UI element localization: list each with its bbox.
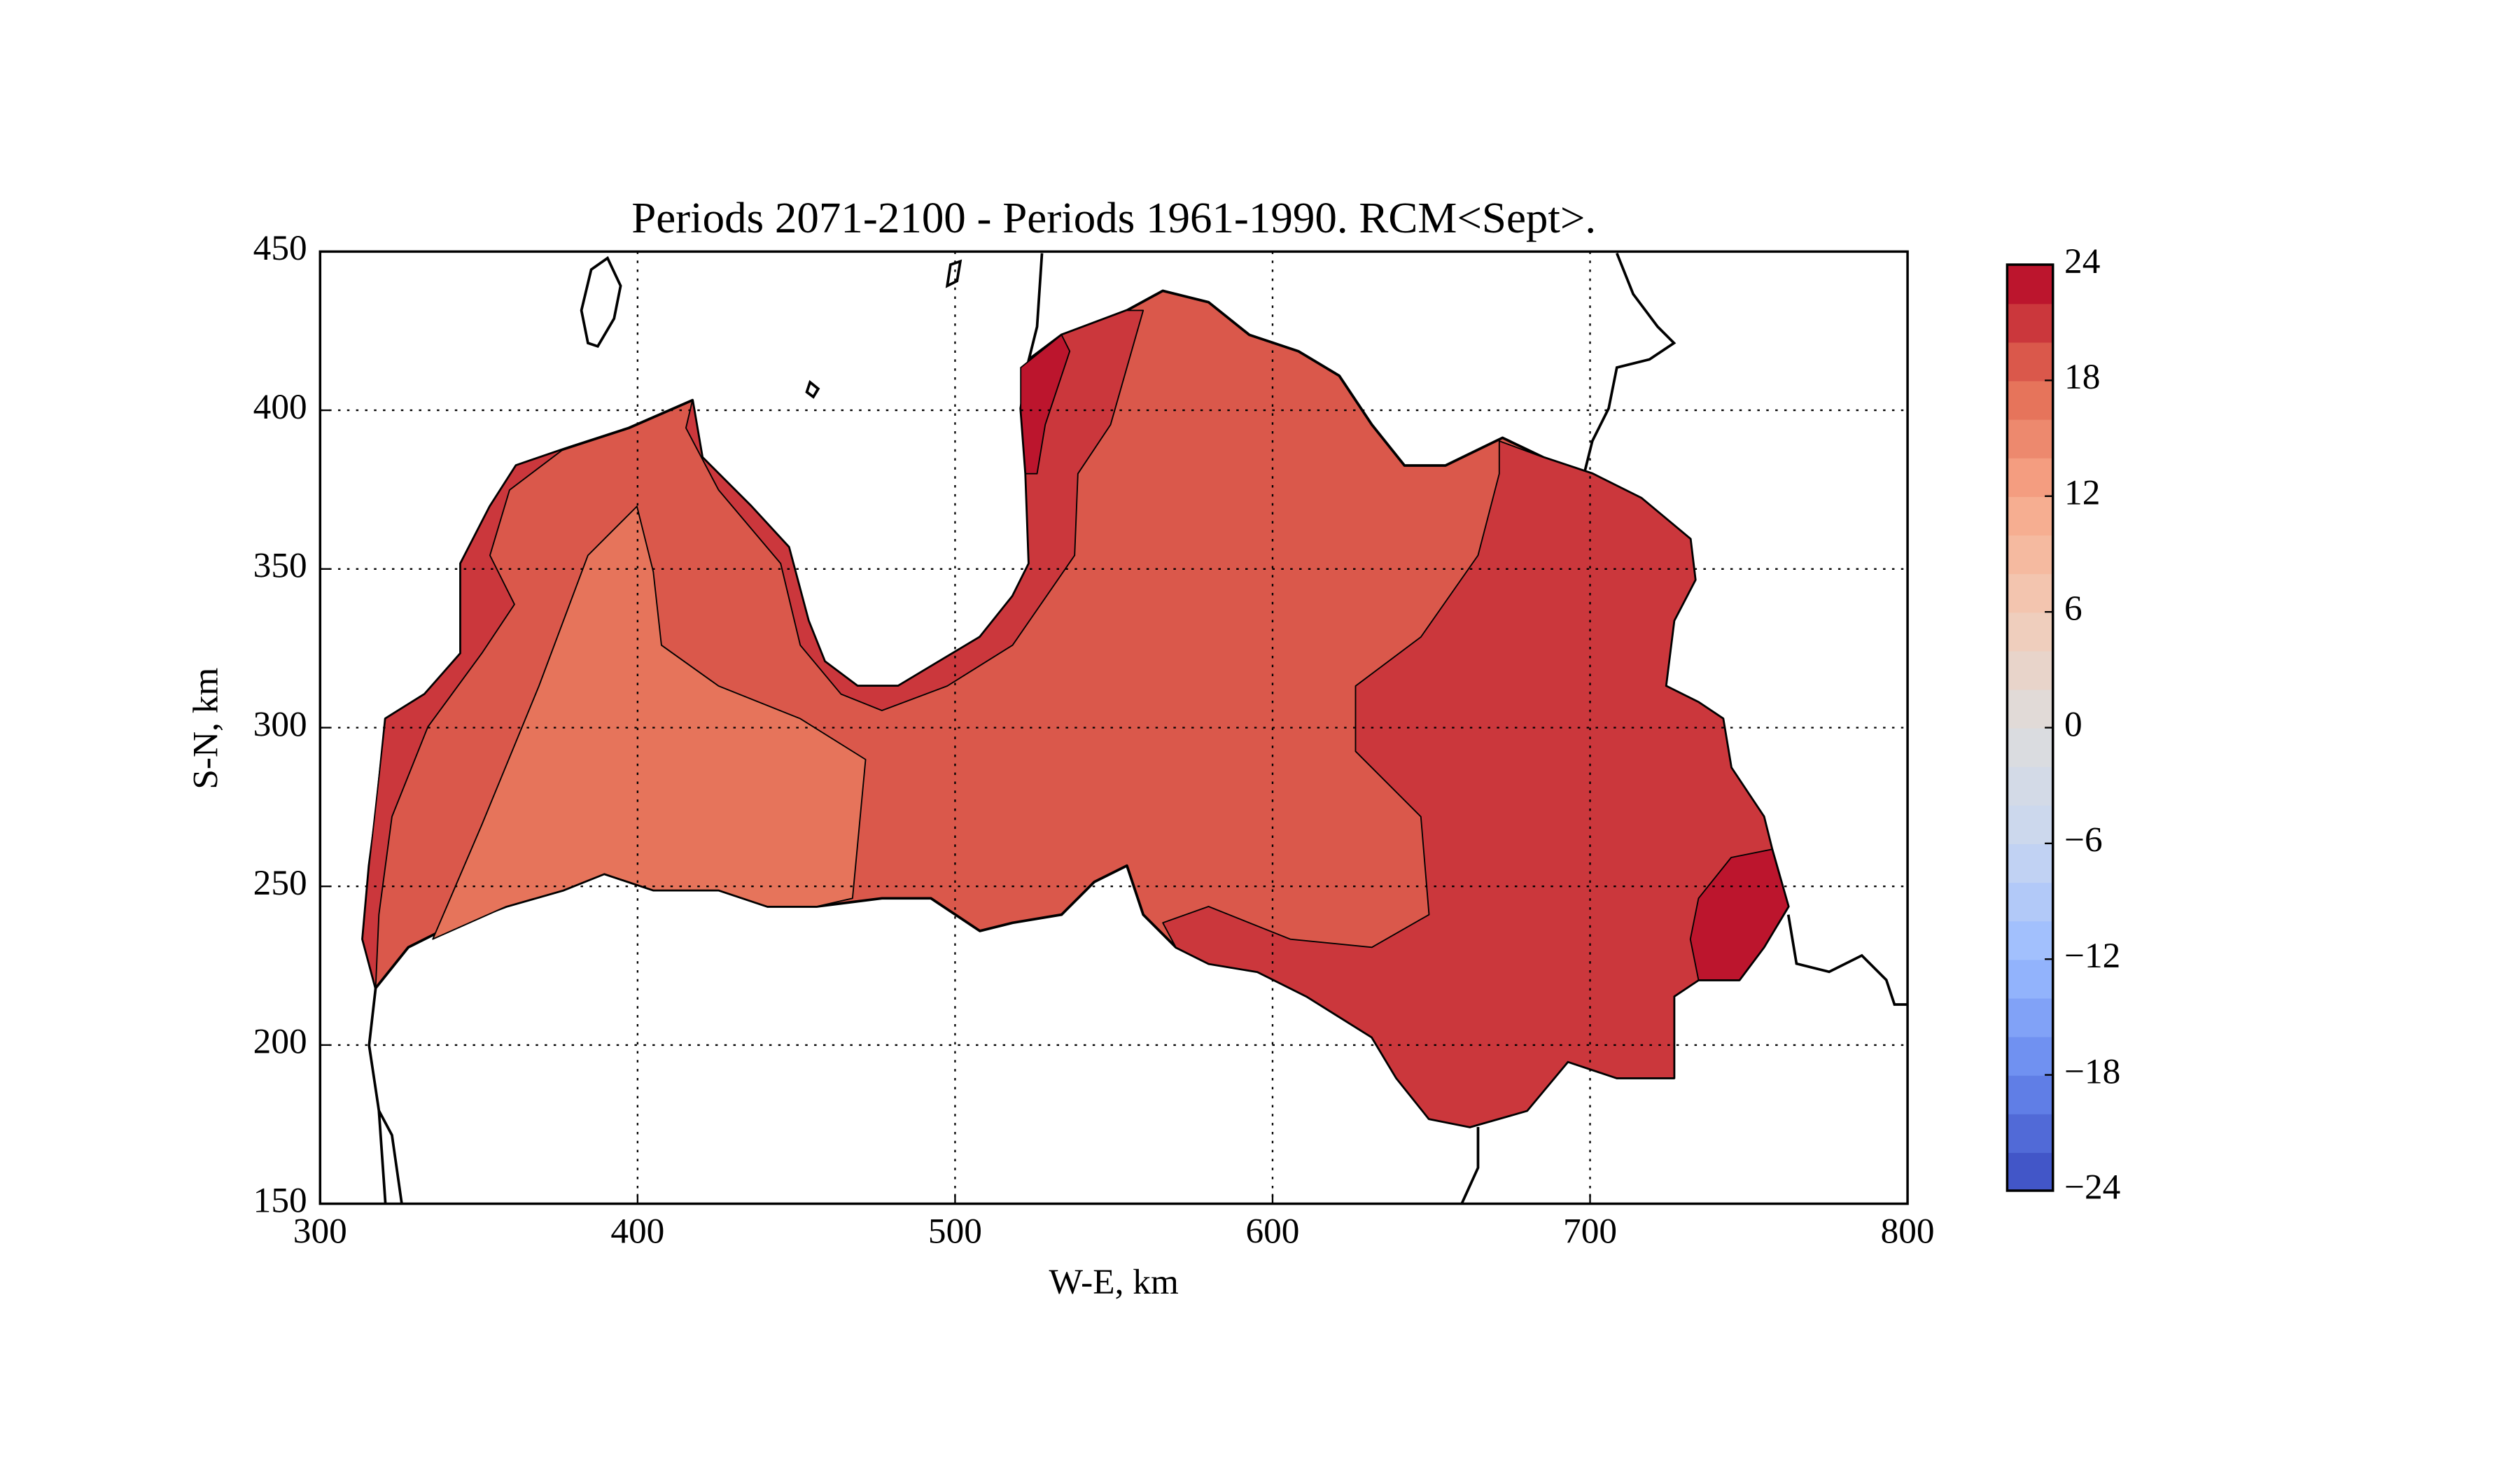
island: [580, 255, 622, 348]
colorbar-band: [2007, 650, 2053, 690]
y-tick-label: 200: [253, 1022, 307, 1062]
colorbar-band: [2007, 303, 2053, 343]
y-axis-label: S-N, km: [186, 668, 225, 790]
colorbar-band: [2007, 496, 2053, 536]
x-tick-label: 600: [1245, 1212, 1299, 1252]
colorbar-tick-label: −18: [2064, 1051, 2120, 1091]
colorbar-tick-label: −24: [2064, 1168, 2120, 1208]
colorbar-band: [2007, 689, 2053, 729]
y-tick-label: 400: [253, 387, 307, 427]
colorbar-band: [2007, 534, 2053, 575]
colorbar-band: [2007, 843, 2053, 883]
colorbar-band: [2007, 342, 2053, 382]
colorbar-tick-label: 6: [2064, 589, 2082, 629]
colorbar-band: [2007, 573, 2053, 613]
colorbar-band: [2007, 881, 2053, 922]
coastline: [368, 988, 403, 1204]
y-tick-label: 150: [253, 1180, 307, 1220]
x-axis-label: W-E, km: [1049, 1262, 1179, 1302]
x-tick-label: 800: [1881, 1212, 1935, 1252]
colorbar-band: [2007, 1113, 2053, 1153]
y-tick-label: 250: [253, 863, 307, 903]
colorbar-band: [2007, 457, 2053, 497]
y-tick-label: 300: [253, 704, 307, 744]
colorbar-tick-label: 12: [2064, 473, 2100, 513]
colorbar-tick-label: 18: [2064, 357, 2100, 397]
colorbar-band: [2007, 1152, 2053, 1192]
border: [1460, 1126, 1480, 1205]
ticks: 300 400 500 600 700 800 150 200 250 300 350 400 450: [253, 228, 1935, 1252]
colorbar-band: [2007, 766, 2053, 806]
colorbar-tick-label: 0: [2064, 704, 2082, 744]
x-tick-label: 300: [293, 1212, 347, 1252]
colorbar-band: [2007, 419, 2053, 458]
coastlines: [368, 253, 1908, 1205]
colorbar-band: [2007, 1074, 2053, 1114]
colorbar-band: [2007, 380, 2053, 420]
x-tick-label: 700: [1563, 1212, 1617, 1252]
colorbar: −24 −18 −12 −6 0 6 12 18 24: [2005, 241, 2120, 1208]
contour-region: [1162, 440, 1789, 1128]
colorbar-band: [2007, 265, 2053, 304]
colorbar-band: [2007, 804, 2053, 845]
contour-region: [362, 448, 564, 989]
colorbar-band: [2007, 997, 2053, 1037]
contour-fills: [361, 289, 1790, 1128]
colorbar-tick-label: −6: [2064, 820, 2103, 860]
colorbar-tick-label: 24: [2064, 241, 2100, 281]
chart-title: Periods 2071-2100 - Periods 1961-1990. R…: [631, 193, 1596, 242]
colorbar-band: [2007, 1036, 2053, 1076]
colorbar-band: [2007, 612, 2053, 652]
coastline: [1583, 253, 1676, 475]
border: [1786, 914, 1908, 1006]
x-tick-label: 500: [928, 1212, 982, 1252]
colorbar-band: [2007, 727, 2053, 767]
coastline: [1024, 253, 1044, 373]
colorbar-tick-label: −12: [2064, 936, 2120, 976]
contour-region: [1020, 334, 1071, 475]
colorbar-band: [2007, 920, 2053, 960]
colorbar-band: [2007, 959, 2053, 999]
contour-region: [1689, 848, 1789, 981]
y-tick-label: 350: [253, 546, 307, 586]
y-tick-label: 450: [253, 228, 307, 268]
island: [805, 379, 820, 399]
x-tick-label: 400: [610, 1212, 664, 1252]
contour-region: [432, 505, 867, 940]
island: [945, 259, 962, 288]
